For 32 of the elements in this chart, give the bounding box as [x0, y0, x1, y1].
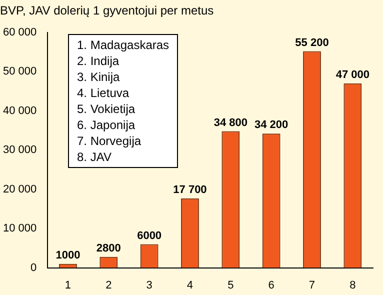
data-label: 2800 [96, 242, 121, 254]
y-tick-label: 10 000 [2, 222, 37, 235]
x-tick-label: 3 [146, 279, 152, 292]
data-label: 17 700 [173, 184, 207, 196]
x-tick-label: 2 [106, 279, 112, 292]
y-tick-label: 50 000 [2, 66, 37, 78]
y-tick-label: 30 000 [2, 144, 37, 156]
annotation: 8. JAV [77, 149, 112, 165]
annotation: 6. Japonija [77, 117, 136, 133]
y-tick-label: 40 000 [2, 104, 37, 117]
annotation: 4. Lietuva [77, 85, 130, 101]
x-tick-label: 1 [64, 279, 72, 292]
x-tick-label: 6 [268, 279, 274, 292]
x-tick-label: 7 [308, 279, 316, 292]
annotation: 2. Indija [77, 53, 120, 69]
annotation: 5. Vokietija [77, 101, 136, 117]
data-label: 1000 [56, 249, 80, 262]
data-label: 6000 [137, 230, 162, 242]
y-tick-label: 20 000 [2, 183, 37, 196]
data-label: 34 800 [214, 116, 248, 129]
annotation: 3. Kinija [77, 69, 121, 85]
y-tick-label: 60 000 [2, 26, 37, 38]
data-label: 34 200 [254, 119, 288, 132]
chart-title: BVP, JAV dolerių 1 gyventojui per metus [0, 4, 214, 18]
annotation: 1. Madagaskaras [77, 37, 170, 53]
x-tick-label: 5 [228, 279, 234, 292]
annotation: 7. Norvegija [77, 133, 142, 149]
x-tick-label: 8 [350, 279, 356, 292]
y-tick-label: 0 [30, 262, 37, 274]
x-tick-label: 4 [186, 279, 194, 292]
data-label: 55 200 [295, 36, 329, 49]
data-label: 47 000 [336, 68, 370, 81]
